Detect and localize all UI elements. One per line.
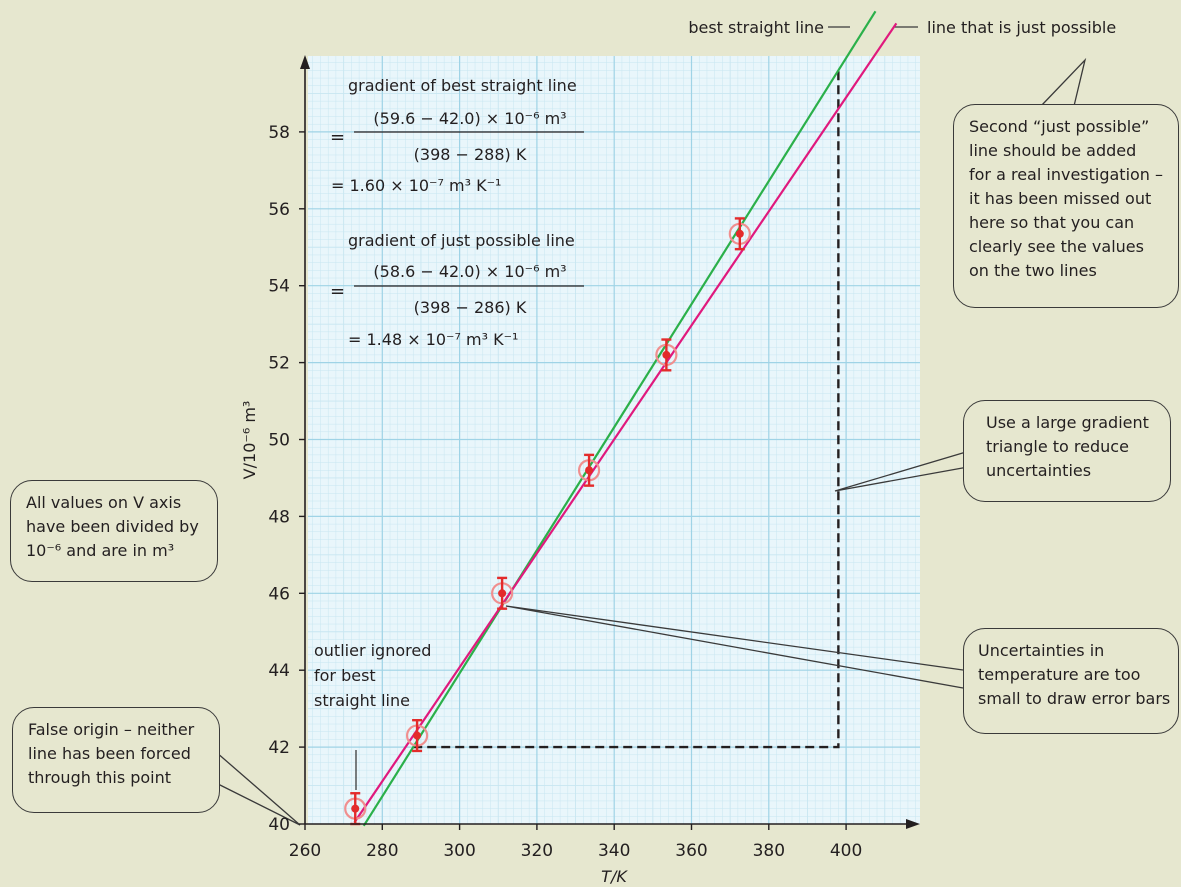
callout-false-origin-text-2: line has been forced bbox=[28, 744, 191, 763]
gradient-possible-working: gradient of just possible line = (58.6 −… bbox=[330, 231, 584, 349]
y-tick-label: 58 bbox=[268, 123, 290, 143]
axes bbox=[304, 65, 910, 825]
callout-uncertainties-text-1: Uncertainties in bbox=[978, 641, 1105, 660]
callout-v-axis-text-2: have been divided by bbox=[26, 517, 199, 536]
gradient-best-denominator: (398 − 288) K bbox=[414, 145, 527, 164]
callout-second-line-text-4: it has been missed out bbox=[969, 189, 1152, 208]
x-tick-label: 300 bbox=[443, 841, 475, 861]
best-line-label: best straight line bbox=[688, 18, 824, 37]
gradient-best-result: = 1.60 × 10⁻⁷ m³ K⁻¹ bbox=[331, 176, 501, 195]
outlier-label-line-2: for best bbox=[314, 666, 376, 685]
callout-large-gradient-text-2: triangle to reduce bbox=[986, 437, 1129, 456]
callout-v-axis: All values on V axis have been divided b… bbox=[10, 480, 218, 582]
best-straight-line bbox=[362, 10, 877, 827]
y-tick-label: 50 bbox=[268, 431, 290, 451]
just-possible-line bbox=[353, 22, 898, 823]
callout-second-line-text-6: clearly see the values bbox=[969, 237, 1144, 256]
callout-large-gradient-text-1: Use a large gradient bbox=[986, 413, 1149, 432]
callout-second-line-text-7: on the two lines bbox=[969, 261, 1097, 280]
y-tick-label: 56 bbox=[268, 200, 290, 220]
x-tick-label: 340 bbox=[598, 841, 630, 861]
x-tick-label: 260 bbox=[289, 841, 321, 861]
callout-second-line-text-2: line should be added bbox=[969, 141, 1137, 160]
callout-uncertainties-text-3: small to draw error bars bbox=[978, 689, 1171, 708]
gradient-possible-denominator: (398 − 286) K bbox=[414, 298, 527, 317]
outlier-label-line-1: outlier ignored bbox=[314, 641, 431, 660]
pointer-large-gradient bbox=[834, 451, 969, 492]
callout-v-axis-text-1: All values on V axis bbox=[26, 493, 182, 512]
y-axis-label: V/10⁻⁶ m³ bbox=[240, 401, 259, 480]
gradient-possible-numerator: (58.6 − 42.0) × 10⁻⁶ m³ bbox=[373, 262, 566, 281]
gradient-best-working: gradient of best straight line = (59.6 −… bbox=[330, 76, 584, 195]
y-tick-label: 44 bbox=[268, 661, 290, 681]
pointer-second-line bbox=[1040, 57, 1087, 107]
gradient-triangle bbox=[413, 70, 840, 749]
x-tick-label: 360 bbox=[675, 841, 707, 861]
possible-line-label: line that is just possible bbox=[927, 18, 1116, 37]
x-axis-ticks: 260 280 300 320 340 360 380 400 bbox=[289, 824, 862, 861]
gradient-best-numerator: (59.6 − 42.0) × 10⁻⁶ m³ bbox=[373, 109, 566, 128]
y-axis-arrow bbox=[300, 55, 310, 69]
x-tick-label: 280 bbox=[366, 841, 398, 861]
callout-uncertainties-text-2: temperature are too bbox=[978, 665, 1141, 684]
x-tick-label: 400 bbox=[830, 841, 862, 861]
callout-false-origin-text-3: through this point bbox=[28, 768, 172, 787]
gradient-possible-result: = 1.48 × 10⁻⁷ m³ K⁻¹ bbox=[348, 330, 518, 349]
data-points bbox=[344, 217, 751, 826]
gradient-best-equals: = bbox=[330, 127, 345, 148]
data-point bbox=[655, 338, 678, 372]
y-tick-label: 40 bbox=[268, 815, 290, 835]
pointer-uncertainties bbox=[505, 605, 964, 689]
callout-large-gradient-text-3: uncertainties bbox=[986, 461, 1092, 480]
callout-second-line-text-1: Second “just possible” bbox=[969, 117, 1150, 136]
y-axis-ticks: 40 42 44 46 48 50 52 54 56 58 bbox=[268, 123, 305, 835]
data-point-dot bbox=[413, 731, 422, 740]
data-point-dot bbox=[498, 589, 507, 598]
pointer-false-origin bbox=[213, 751, 301, 826]
data-point-dot bbox=[662, 350, 671, 359]
callout-second-line-text-3: for a real investigation – bbox=[969, 165, 1164, 184]
data-point-dot bbox=[735, 229, 744, 238]
callout-second-line-text-5: here so that you can bbox=[969, 213, 1135, 232]
x-axis-label: T/K bbox=[601, 867, 628, 886]
callout-v-axis-text-3: 10⁻⁶ and are in m³ bbox=[26, 541, 175, 560]
x-axis-arrow bbox=[906, 819, 920, 829]
callout-second-line: Second “just possible” line should be ad… bbox=[953, 104, 1179, 308]
gradient-best-title: gradient of best straight line bbox=[348, 76, 577, 95]
y-tick-label: 54 bbox=[268, 277, 290, 297]
x-tick-label: 320 bbox=[521, 841, 553, 861]
y-tick-label: 48 bbox=[268, 507, 290, 527]
callout-pointers bbox=[213, 26, 1087, 826]
gradient-possible-title: gradient of just possible line bbox=[348, 231, 575, 250]
gradient-possible-equals: = bbox=[330, 281, 345, 302]
data-point bbox=[577, 453, 601, 487]
callout-false-origin: False origin – neither line has been for… bbox=[12, 707, 220, 813]
y-tick-label: 42 bbox=[268, 738, 290, 758]
callout-false-origin-text-1: False origin – neither bbox=[28, 720, 195, 739]
data-point bbox=[405, 718, 429, 753]
callout-uncertainties: Uncertainties in temperature are too sma… bbox=[963, 628, 1179, 734]
data-point-dot bbox=[585, 466, 594, 475]
data-point bbox=[728, 217, 751, 251]
y-tick-label: 46 bbox=[268, 584, 290, 604]
outlier-label-line-3: straight line bbox=[314, 691, 410, 710]
data-point bbox=[491, 576, 514, 610]
x-tick-label: 380 bbox=[753, 841, 785, 861]
data-point-dot bbox=[351, 804, 360, 813]
y-tick-label: 52 bbox=[268, 354, 290, 374]
callout-large-gradient: Use a large gradient triangle to reduce … bbox=[963, 400, 1171, 502]
